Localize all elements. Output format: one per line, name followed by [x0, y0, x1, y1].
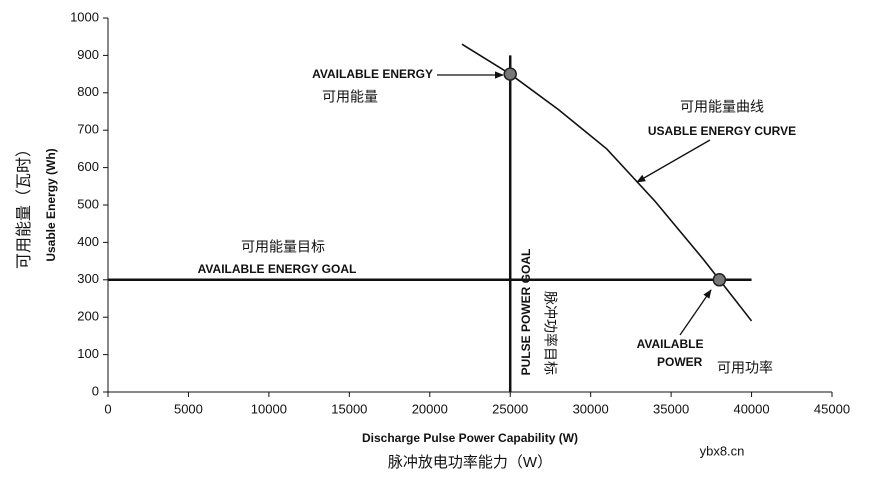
annotation: 可用能量曲线 [680, 99, 764, 115]
annotation: AVAILABLE [637, 337, 704, 351]
y-tick-label: 300 [77, 271, 99, 286]
y-tick-label: 200 [77, 309, 99, 324]
x-tick-label: 20000 [412, 401, 448, 416]
x-tick-label: 30000 [573, 401, 609, 416]
arrow [636, 139, 711, 183]
watermark: ybx8.cn [700, 443, 745, 458]
x-tick-label: 25000 [492, 401, 528, 416]
x-tick-label: 10000 [251, 401, 287, 416]
y-tick-label: 100 [77, 346, 99, 361]
y-tick-label: 0 [92, 383, 99, 398]
y-tick-label: 900 [77, 47, 99, 62]
annotation: AVAILABLE ENERGY [312, 67, 433, 81]
x-tick-label: 0 [104, 401, 111, 416]
annotation: AVAILABLE ENERGY GOAL [198, 262, 357, 276]
arrow [679, 289, 712, 336]
annotation: USABLE ENERGY CURVE [648, 124, 796, 138]
x-tick-label: 45000 [814, 401, 850, 416]
x-tick-label: 5000 [174, 401, 203, 416]
y-tick-label: 700 [77, 122, 99, 137]
x-axis-label: Discharge Pulse Power Capability (W) [362, 431, 578, 445]
y-tick-label: 400 [77, 234, 99, 249]
annotation: 可用功率 [717, 360, 773, 376]
y-axis-label: Usable Energy (Wh) [44, 148, 58, 261]
y-axis-label-cn: 可用能量（瓦时） [15, 141, 33, 269]
x-tick-label: 15000 [331, 401, 367, 416]
operating-point [712, 273, 727, 287]
y-tick-label: 600 [77, 159, 99, 174]
x-axis-label-cn: 脉冲放电功率能力（W） [388, 454, 552, 471]
y-tick-label: 800 [77, 84, 99, 99]
annotation: POWER [657, 355, 703, 369]
annotation: PULSE POWER GOAL [519, 249, 533, 376]
operating-point [503, 67, 517, 81]
x-tick-label: 40000 [733, 401, 769, 416]
y-tick-label: 500 [77, 196, 99, 211]
x-tick-label: 35000 [653, 401, 689, 416]
annotation: 脉冲功率目标 [542, 291, 558, 375]
y-tick-label: 1000 [70, 9, 99, 24]
annotation: 可用能量目标 [241, 239, 325, 255]
annotation: 可用能量 [322, 89, 378, 105]
